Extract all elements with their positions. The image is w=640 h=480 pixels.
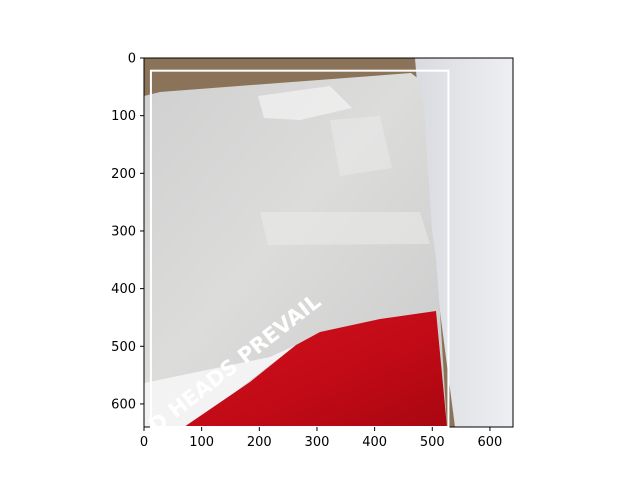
photo-gloss-highlight [258,86,352,120]
y-tick-label: 0 [128,52,136,67]
y-tick-label: 100 [111,109,136,124]
x-tick-label: 200 [247,435,272,450]
photo-white-paper-region [415,58,513,427]
x-tick-label: 300 [305,435,330,450]
y-tick-label: 500 [111,340,136,355]
x-tick-label: 400 [362,435,387,450]
x-tick-label: 100 [189,435,214,450]
photo-white-strip-region [144,345,296,427]
photo-gloss-highlight-2 [260,212,430,245]
x-tick-label: 500 [420,435,445,450]
y-tick-label: 200 [111,167,136,182]
bounding-box [149,69,450,428]
photo-gloss-highlight-3 [330,116,392,176]
axis-ticks: 0 100 200 300 400 500 600 0 100 200 300 400 500 600 [111,52,502,451]
x-tick-label: 600 [478,435,503,450]
x-tick-label: 0 [140,435,148,450]
y-tick-label: 300 [111,224,136,239]
y-tick-label: 600 [111,397,136,412]
photo-red-region [184,311,447,427]
y-tick-label: 400 [111,282,136,297]
photo-image: D HEADS PREVAIL [144,58,513,427]
